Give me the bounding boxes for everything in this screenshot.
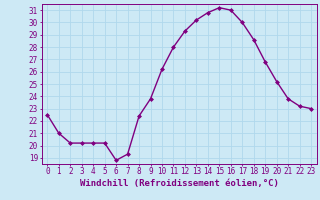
X-axis label: Windchill (Refroidissement éolien,°C): Windchill (Refroidissement éolien,°C): [80, 179, 279, 188]
